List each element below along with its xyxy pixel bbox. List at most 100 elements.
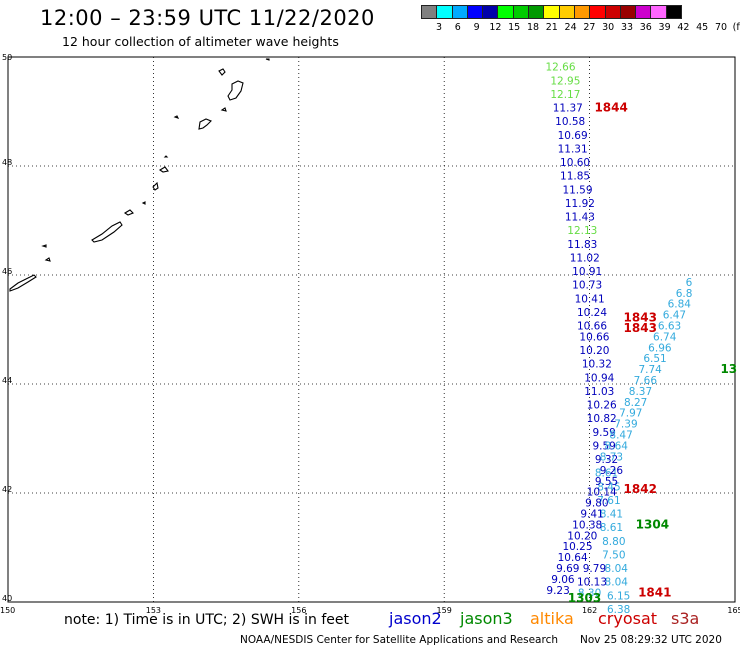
wave-height-value: 8.80: [602, 536, 625, 548]
wave-height-value: 12.17: [550, 89, 580, 101]
longitude-tick-label: 165: [727, 606, 740, 615]
wave-height-value: 7.61: [597, 495, 620, 507]
wave-height-value: 10.38: [572, 519, 602, 531]
wave-height-value: 8.47: [609, 430, 632, 442]
wave-height-value: 10.14: [587, 487, 617, 499]
wave-height-value: 8.61: [595, 468, 618, 480]
wave-height-value: 11.03: [584, 386, 614, 398]
wave-height-value: 12.95: [550, 75, 580, 87]
wave-height-value: 9.41: [580, 509, 603, 521]
wave-height-value: 6.84: [668, 299, 692, 311]
pass-number-label: 13: [720, 362, 737, 376]
wave-height-value: 10.41: [575, 293, 605, 305]
wave-height-value: 11.31: [558, 143, 588, 155]
latitude-tick-label: 48: [2, 158, 12, 167]
color-scale-label: 30: [602, 22, 615, 33]
island-outline: [44, 257, 51, 262]
island-outline: [173, 115, 180, 119]
longitude-tick-label: 150: [0, 606, 15, 615]
wave-height-value: 10.69: [558, 130, 588, 142]
wave-height-value: 6.96: [648, 342, 672, 354]
legend-s3a: s3a: [671, 609, 700, 628]
color-scale-label: 24: [564, 22, 577, 33]
latitude-tick-label: 42: [2, 485, 12, 494]
wave-height-value: 6.15: [607, 590, 630, 602]
wave-height-value: 11.02: [570, 252, 600, 264]
color-scale-label: 39: [658, 22, 671, 33]
wave-height-value: 10.26: [587, 400, 617, 412]
wave-height-value: 10.73: [572, 280, 602, 292]
color-scale-label: 70: [714, 22, 728, 33]
wave-height-value: 9.55: [595, 476, 618, 488]
pass-number-label: 1842: [624, 482, 657, 496]
pass-number-label: 1844: [594, 101, 627, 115]
wave-height-value: 10.60: [560, 157, 590, 169]
legend-cryosat: cryosat: [598, 609, 658, 628]
island-outline: [218, 68, 226, 76]
wave-height-value: 8.04: [605, 577, 629, 589]
island-outline: [91, 221, 123, 243]
wave-height-value: 8.61: [600, 522, 623, 534]
wave-height-value: 10.58: [555, 116, 585, 128]
color-scale-label: (ft): [732, 22, 740, 33]
wave-height-value: 10.91: [572, 266, 602, 278]
color-scale-label: 15: [508, 22, 521, 33]
pass-number-label: 1304: [636, 517, 669, 531]
color-scale-label: 3: [435, 22, 443, 33]
wave-height-value: 6.47: [663, 310, 686, 322]
color-scale-label: 21: [545, 22, 558, 33]
wave-height-value: 6.63: [658, 321, 681, 333]
wave-height-value: 11.59: [562, 184, 592, 196]
generated-timestamp: Nov 25 08:29:32 UTC 2020: [580, 634, 722, 646]
wave-height-value: 9.06: [551, 574, 575, 586]
color-scale-label: 9: [473, 22, 480, 33]
wave-height-value: 12.66: [545, 62, 575, 74]
color-scale-label: 36: [639, 22, 652, 33]
color-scale-label: 45: [696, 22, 709, 33]
wave-height-value: 10.13: [577, 577, 607, 589]
latitude-tick-label: 40: [2, 594, 12, 603]
wave-height-value: 6.38: [607, 604, 630, 616]
color-scale-label: 33: [620, 22, 634, 33]
wave-height-value: 10.32: [582, 359, 612, 371]
wave-height-value: 8.45: [597, 481, 620, 493]
wave-height-value: 9.80: [585, 498, 608, 510]
map-subtitle: 12 hour collection of altimeter wave hei…: [62, 34, 339, 49]
latitude-tick-label: 44: [2, 376, 12, 385]
latitude-tick-label: 46: [2, 267, 12, 276]
wave-height-value: 7.66: [634, 375, 658, 387]
wave-height-value: 11.83: [567, 239, 597, 251]
wave-height-value: 10.82: [587, 413, 617, 425]
wave-height-value: 8.27: [624, 397, 647, 409]
pass-number-label: 1303: [568, 591, 601, 605]
wave-height-value: 9.59: [592, 427, 615, 439]
latitude-tick-label: 50: [2, 53, 12, 62]
wave-height-value: 12.13: [567, 225, 597, 237]
wave-height-value: 10.66: [579, 331, 609, 343]
wave-height-value: 11.92: [565, 198, 595, 210]
wave-height-value: 9.69: [556, 563, 579, 575]
wave-height-value: 6.51: [643, 353, 666, 365]
wave-height-value: 10.64: [558, 552, 588, 564]
color-scale-label: 6: [454, 22, 461, 33]
wave-height-value: 11.43: [565, 212, 595, 224]
island-outline: [158, 166, 169, 173]
wave-height-value: 6.74: [653, 331, 677, 343]
island-outline: [141, 201, 146, 205]
wave-height-value: 9.23: [546, 585, 569, 597]
color-swatch: [665, 5, 683, 19]
wave-height-value: 8.64: [605, 440, 629, 452]
wave-height-value: 7.97: [619, 408, 642, 420]
island-outline: [152, 181, 159, 191]
color-scale-label: 42: [677, 22, 690, 33]
wave-height-value: 7.39: [614, 419, 637, 431]
wave-height-value: 10.94: [584, 372, 614, 384]
longitude-tick-label: 162: [582, 606, 597, 615]
legend-jason3: jason3: [460, 609, 513, 628]
wave-height-value: 10.24: [577, 307, 607, 319]
pass-number-label: 1843: [624, 310, 657, 324]
wave-height-value: 7.74: [638, 364, 662, 376]
wave-height-value: 9.32: [595, 454, 618, 466]
wave-height-value: 7.50: [602, 549, 625, 561]
